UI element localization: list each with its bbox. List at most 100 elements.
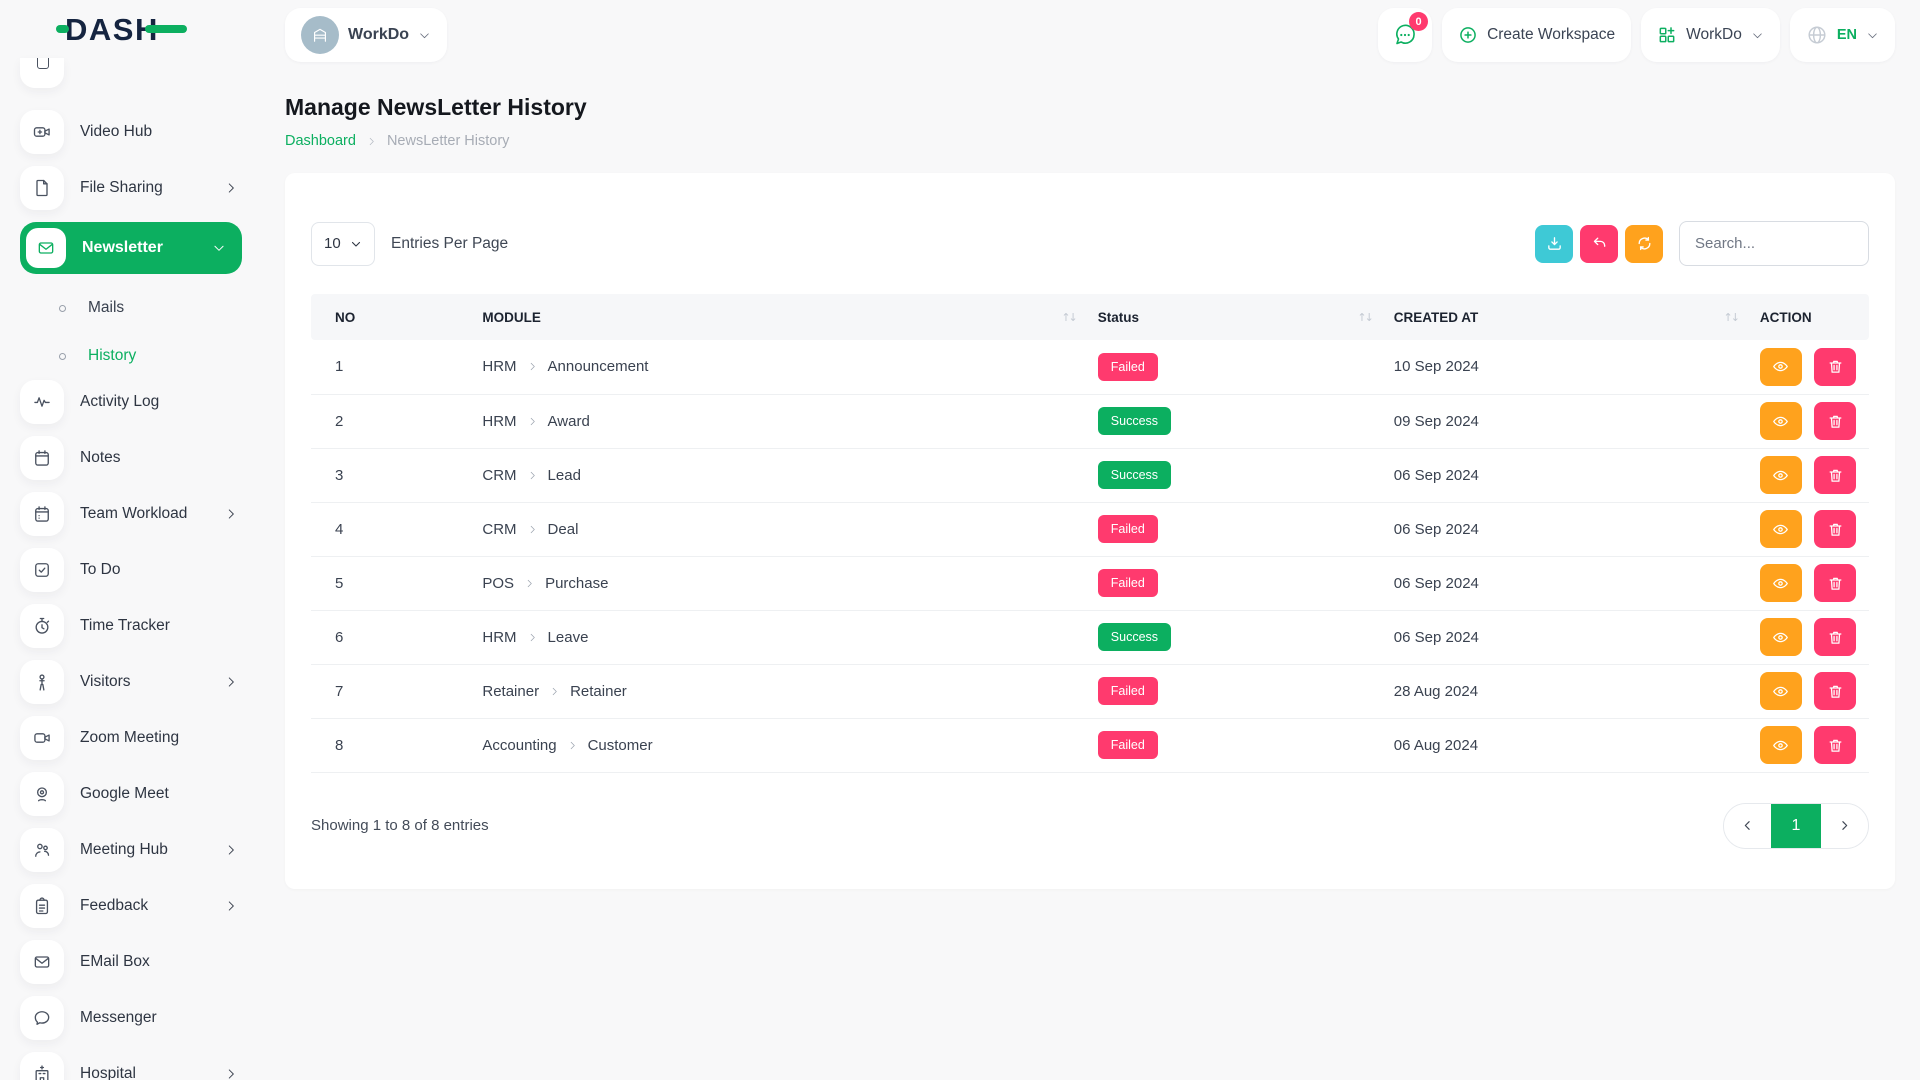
delete-button[interactable] xyxy=(1814,456,1857,494)
chevron-down-icon xyxy=(212,241,226,255)
sidebar-item-label: Activity Log xyxy=(80,393,160,410)
view-button[interactable] xyxy=(1759,456,1802,494)
delete-button[interactable] xyxy=(1814,510,1857,548)
delete-button[interactable] xyxy=(1814,672,1857,710)
sidebar-item-time-tracker[interactable]: Time Tracker xyxy=(20,604,242,648)
visitors-icon xyxy=(20,660,64,704)
sort-icon[interactable]: ↑↓ xyxy=(1061,310,1078,324)
sidebar: DASH Video Hub File Sharing Newsletter M… xyxy=(0,0,260,1080)
row-number: 4 xyxy=(311,502,483,557)
table-row: 4 CRM Deal Failed 06 Sep 2024 xyxy=(311,502,1869,557)
entries-per-page-select[interactable]: 10 xyxy=(311,221,375,266)
top-header: WorkDo 0 Create Workspace WorkDo EN xyxy=(260,0,1920,70)
create-workspace-label: Create Workspace xyxy=(1487,26,1616,43)
sidebar-item-email-box[interactable]: EMail Box xyxy=(20,940,242,984)
trash-icon xyxy=(1827,737,1844,754)
previous-page-button[interactable] xyxy=(1724,803,1771,848)
sidebar-subitem-mails[interactable]: Mails xyxy=(20,284,242,332)
history-table-card: 10 Entries Per Page NO MODULE↑↓ Status↑↓ xyxy=(285,173,1895,889)
sidebar-item-feedback[interactable]: Feedback xyxy=(20,884,242,928)
sidebar-item-hospital[interactable]: Hospital xyxy=(20,1052,242,1080)
google-meet-icon xyxy=(20,772,64,816)
refresh-button[interactable] xyxy=(1625,224,1663,263)
sidebar-item-meeting-hub[interactable]: Meeting Hub xyxy=(20,828,242,872)
sidebar-item-activity-log[interactable]: Activity Log xyxy=(20,380,242,424)
created-at-value: 28 Aug 2024 xyxy=(1393,664,1760,719)
chevron-right-icon xyxy=(224,843,238,857)
page-number-button[interactable]: 1 xyxy=(1771,803,1821,848)
sidebar-item-newsletter[interactable]: Newsletter xyxy=(20,222,242,274)
sort-icon[interactable]: ↑↓ xyxy=(1723,310,1740,324)
chevron-left-icon xyxy=(1741,819,1754,832)
sidebar-item-label: File Sharing xyxy=(80,179,163,196)
sidebar-menu: Video Hub File Sharing Newsletter Mails … xyxy=(20,58,260,1080)
activity-log-icon xyxy=(20,380,64,424)
newsletter-history-table: NO MODULE ↑↓ Status ↑↓ CREATED AT ↑↓ ACTION xyxy=(311,294,1869,773)
sidebar-item-team-workload[interactable]: Team Workload xyxy=(20,492,242,536)
sort-icon[interactable]: ↑↓ xyxy=(1357,310,1374,324)
status-badge: Success xyxy=(1097,407,1172,435)
delete-button[interactable] xyxy=(1814,564,1857,602)
sidebar-subitem-label: Mails xyxy=(88,299,125,316)
submodule-name: Customer xyxy=(587,736,653,754)
email-box-icon xyxy=(20,940,64,984)
undo-button[interactable] xyxy=(1580,224,1618,263)
sidebar-item-messenger[interactable]: Messenger xyxy=(20,996,242,1040)
messages-button[interactable]: 0 xyxy=(1378,8,1433,62)
sidebar-subitem-history[interactable]: History xyxy=(20,332,242,380)
notes-icon xyxy=(20,436,64,480)
language-selector[interactable]: EN xyxy=(1789,8,1895,62)
chevron-right-icon xyxy=(527,632,538,643)
create-workspace-button[interactable]: Create Workspace xyxy=(1442,8,1632,62)
delete-button[interactable] xyxy=(1814,618,1857,656)
table-row: 3 CRM Lead Success 06 Sep 2024 xyxy=(311,448,1869,503)
workspace-switcher[interactable]: WorkDo xyxy=(285,8,448,62)
sidebar-item-visitors[interactable]: Visitors xyxy=(20,660,242,704)
view-button[interactable] xyxy=(1759,510,1802,548)
export-button[interactable] xyxy=(1535,224,1573,263)
sidebar-item-to-do[interactable]: To Do xyxy=(20,548,242,592)
view-button[interactable] xyxy=(1759,402,1802,440)
delete-button[interactable] xyxy=(1814,402,1857,440)
chevron-right-icon xyxy=(527,361,538,372)
delete-button[interactable] xyxy=(1814,347,1857,386)
submodule-name: Lead xyxy=(547,466,581,484)
chevron-right-icon xyxy=(524,578,535,589)
view-button[interactable] xyxy=(1759,564,1802,602)
breadcrumb-dashboard-link[interactable]: Dashboard xyxy=(285,133,356,149)
chevron-right-icon xyxy=(224,507,238,521)
search-input[interactable] xyxy=(1679,221,1869,266)
table-footer: Showing 1 to 8 of 8 entries 1 xyxy=(311,802,1869,849)
sidebar-item-google-meet[interactable]: Google Meet xyxy=(20,772,242,816)
trash-icon xyxy=(1827,683,1844,700)
workspace-menu[interactable]: WorkDo xyxy=(1641,8,1780,62)
delete-button[interactable] xyxy=(1814,726,1857,764)
logo-bar-accent xyxy=(144,25,187,33)
sidebar-item-label: Hospital xyxy=(80,1065,136,1080)
app-logo[interactable]: DASH xyxy=(20,0,260,58)
next-page-button[interactable] xyxy=(1821,803,1868,848)
sidebar-item-notes[interactable]: Notes xyxy=(20,436,242,480)
column-header-module: MODULE ↑↓ xyxy=(482,294,1098,340)
trash-icon xyxy=(1827,575,1844,592)
trash-icon xyxy=(1827,413,1844,430)
trash-icon xyxy=(1827,521,1844,538)
sidebar-item-label: Time Tracker xyxy=(80,617,170,634)
chevron-right-icon xyxy=(527,416,538,427)
refresh-icon xyxy=(1636,235,1653,252)
column-header-created-at: CREATED AT ↑↓ xyxy=(1393,294,1760,340)
chevron-down-icon xyxy=(1751,29,1764,42)
view-button[interactable] xyxy=(1759,618,1802,656)
messenger-icon xyxy=(20,996,64,1040)
sidebar-item-video-hub[interactable]: Video Hub xyxy=(20,110,242,154)
chevron-down-icon xyxy=(418,29,431,42)
view-button[interactable] xyxy=(1759,347,1802,386)
newsletter-icon xyxy=(26,228,66,268)
eye-icon xyxy=(1772,737,1789,754)
view-button[interactable] xyxy=(1759,726,1802,764)
view-button[interactable] xyxy=(1759,672,1802,710)
sidebar-item-zoom-meeting[interactable]: Zoom Meeting xyxy=(20,716,242,760)
chevron-right-icon xyxy=(1838,819,1851,832)
file-sharing-icon xyxy=(20,166,64,210)
sidebar-item-file-sharing[interactable]: File Sharing xyxy=(20,166,242,210)
